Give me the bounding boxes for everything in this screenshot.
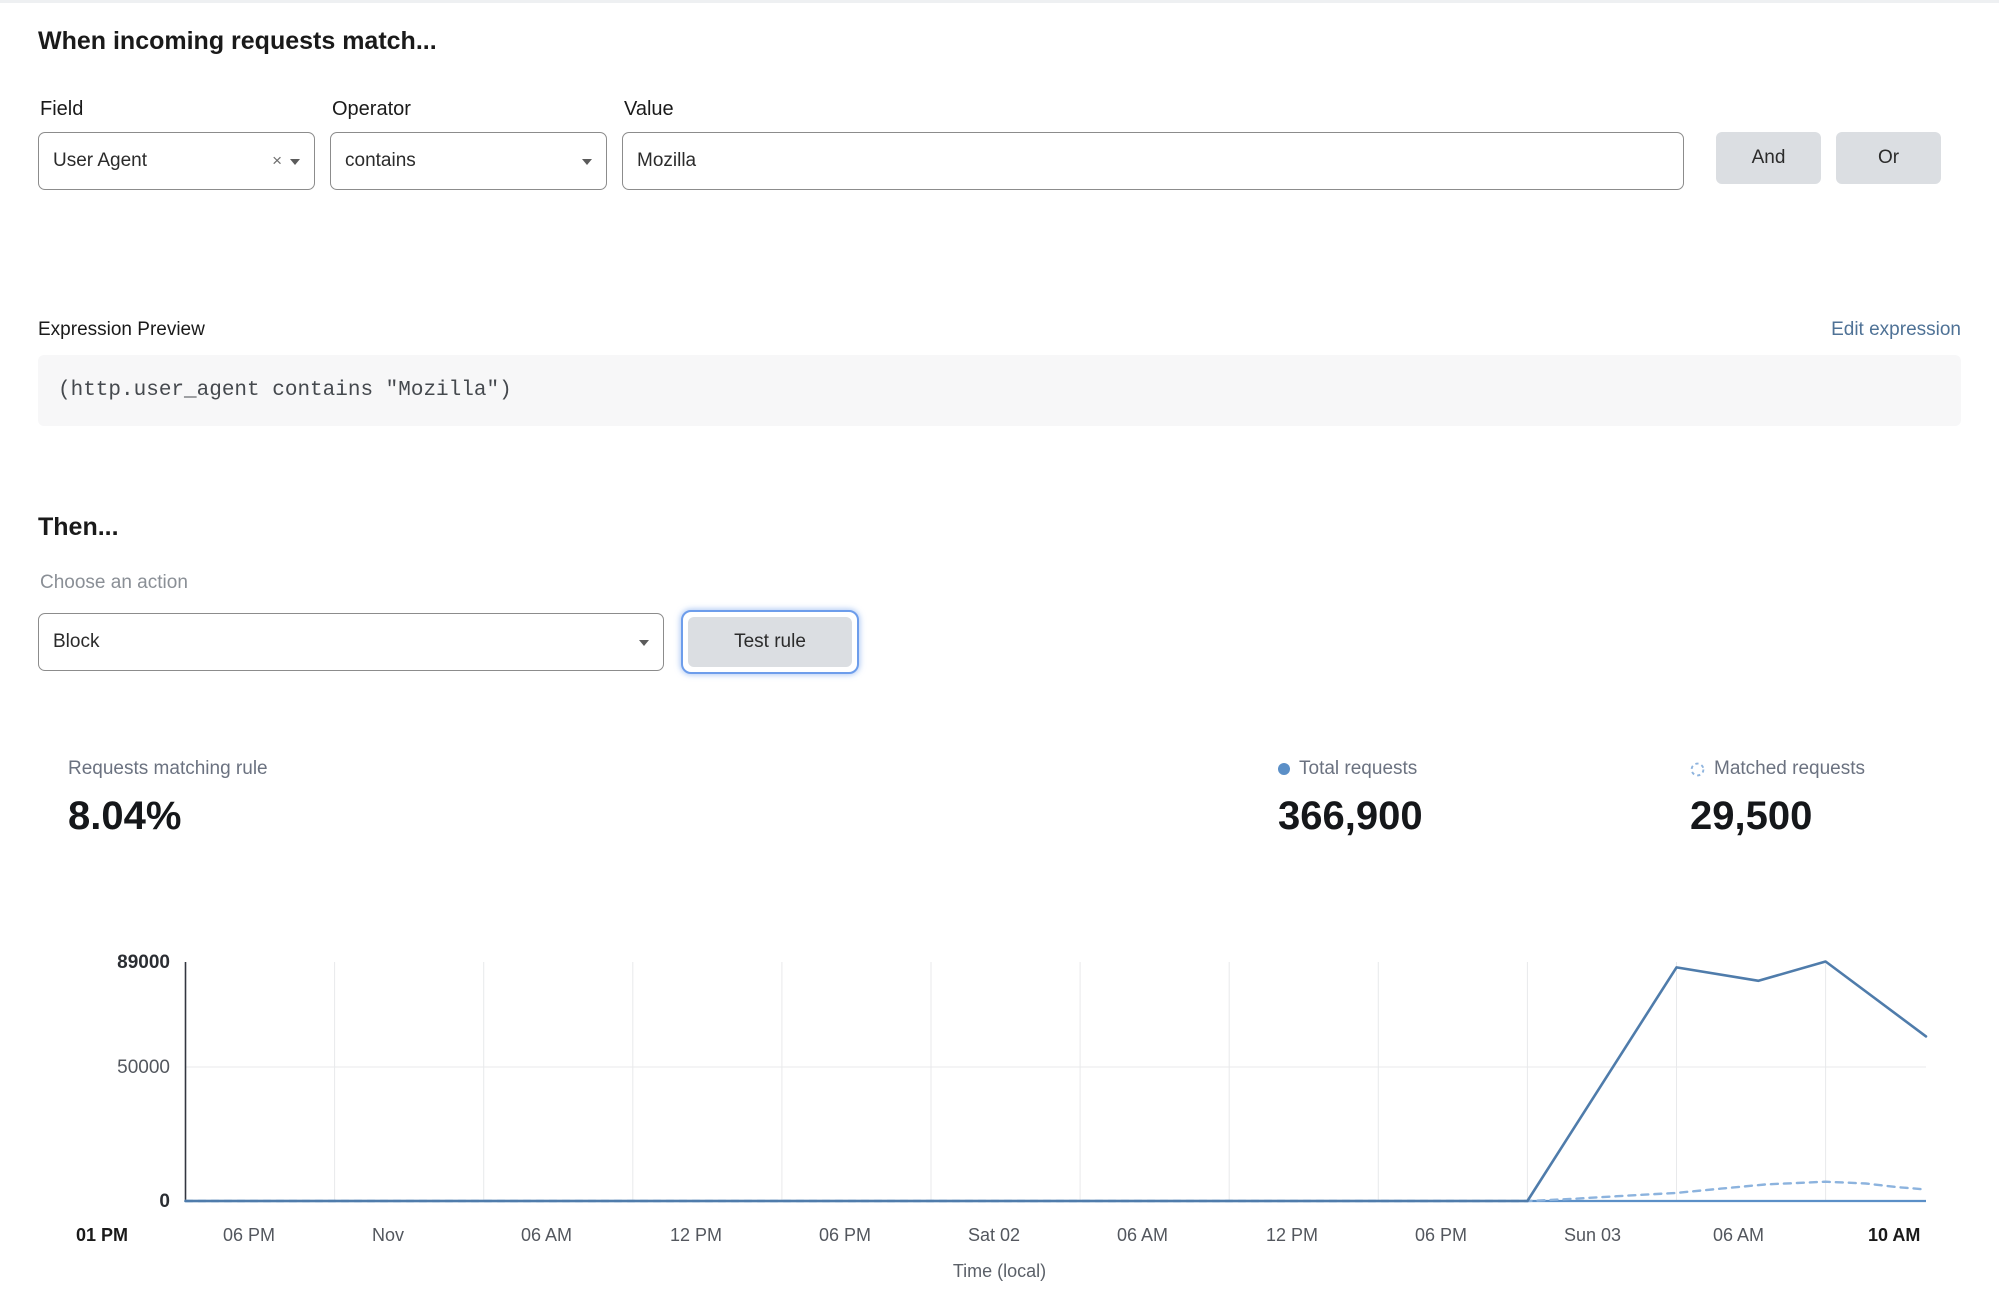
svg-text:50000: 50000 xyxy=(117,1057,170,1078)
svg-text:0: 0 xyxy=(159,1191,170,1212)
svg-text:89000: 89000 xyxy=(117,952,170,973)
